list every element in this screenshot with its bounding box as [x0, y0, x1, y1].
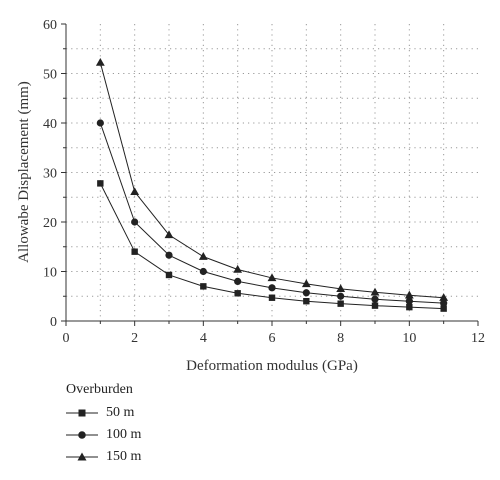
legend-label-100m: 100 m	[106, 427, 142, 442]
data-point-square	[131, 248, 138, 255]
data-point-triangle	[301, 279, 311, 288]
data-point-circle	[405, 297, 413, 305]
data-point-square	[303, 298, 310, 305]
data-point-triangle	[370, 287, 380, 296]
legend-item-50m: 50 m	[66, 402, 141, 424]
x-tick-label: 6	[269, 331, 276, 346]
y-tick-label: 30	[43, 167, 57, 182]
axes: 0 2 4 6 8 10 12 0 10 20 30 40 50 60	[43, 18, 485, 346]
legend-label-50m: 50 m	[106, 405, 135, 420]
legend-item-150m: 150 m	[66, 446, 141, 468]
y-axis-label: Allowabe Displacement (mm)	[16, 81, 32, 263]
x-tick-label: 4	[200, 331, 207, 346]
y-tick-label: 50	[43, 68, 57, 83]
data-point-triangle	[267, 273, 277, 282]
data-point-circle	[337, 292, 345, 300]
data-point-circle	[96, 119, 104, 127]
data-point-circle	[165, 251, 173, 259]
data-point-circle	[302, 289, 310, 297]
data-point-triangle	[130, 187, 140, 196]
displacement-chart: 0 2 4 6 8 10 12 0 10 20 30 40 50 60 Deformation modul…	[16, 18, 485, 374]
legend-item-100m: 100 m	[66, 424, 141, 446]
data-point-square	[440, 305, 447, 312]
legend: Overburden 50 m 100 m 150 m	[66, 382, 141, 468]
y-tick-label: 10	[43, 266, 57, 281]
square-marker-icon	[66, 409, 98, 417]
data-point-square	[268, 294, 276, 301]
x-tick-label: 2	[131, 331, 138, 346]
data-point-circle	[199, 267, 207, 276]
triangle-marker-icon	[66, 452, 98, 461]
data-point-circle	[234, 277, 242, 285]
legend-label-150m: 150 m	[106, 449, 142, 464]
x-axis-label: Deformation modulus (GPa)	[186, 358, 358, 374]
data-point-square	[165, 271, 173, 279]
y-tick-label: 20	[43, 216, 57, 231]
data-point-triangle	[95, 58, 105, 66]
y-tick-label: 60	[43, 18, 57, 33]
data-point-triangle	[404, 290, 414, 299]
y-tick-label: 40	[43, 117, 57, 132]
data-point-square	[200, 283, 207, 290]
data-point-circle	[440, 299, 448, 307]
data-point-triangle	[198, 252, 208, 260]
data-point-square	[97, 180, 104, 187]
data-point-triangle	[164, 230, 174, 239]
data-point-circle	[371, 295, 379, 303]
data-point-square	[234, 290, 241, 297]
y-tick-label: 0	[50, 315, 57, 330]
data-point-triangle	[233, 264, 243, 273]
data-point-triangle	[336, 284, 346, 293]
x-tick-label: 8	[337, 331, 344, 346]
data-point-square	[371, 302, 379, 309]
x-tick-label: 12	[471, 331, 485, 346]
data-point-circle	[268, 284, 276, 292]
data-point-circle	[131, 218, 139, 226]
x-tick-label: 10	[402, 331, 416, 346]
x-tick-label: 0	[63, 331, 70, 346]
data-point-square	[337, 300, 344, 307]
data-point-square	[406, 303, 413, 311]
legend-title: Overburden	[66, 382, 133, 397]
circle-marker-icon	[66, 431, 98, 439]
data-point-triangle	[439, 293, 449, 301]
series-lines	[95, 58, 449, 312]
